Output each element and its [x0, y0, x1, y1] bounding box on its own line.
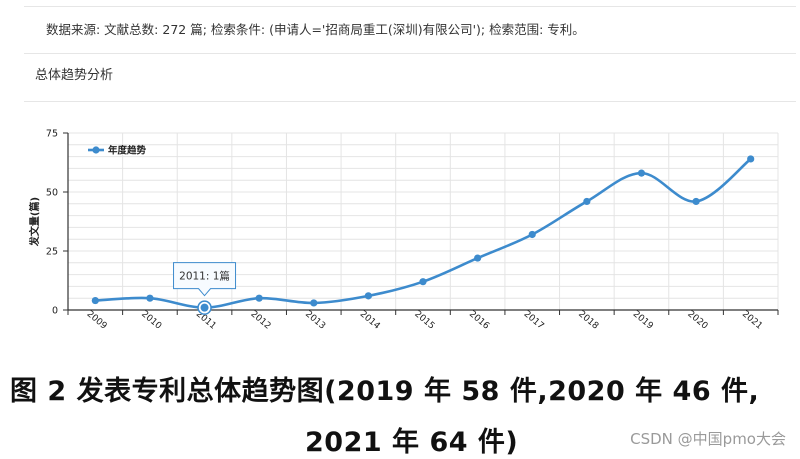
- legend-point-marker: [92, 146, 100, 154]
- data-point: [364, 292, 372, 300]
- x-tick-label: 2019: [631, 309, 655, 332]
- legend-label: 年度趋势: [108, 145, 147, 157]
- data-source-text: 数据来源: 文献总数: 272 篇; 检索条件: (申请人='招商局重工(深圳)…: [46, 22, 585, 37]
- section-title: 总体趋势分析: [24, 53, 796, 102]
- x-tick-label: 2014: [358, 309, 382, 332]
- data-point: [419, 278, 427, 286]
- x-tick-label: 2010: [139, 309, 163, 332]
- figure-caption-line-1: 图 2 发表专利总体趋势图(2019 年 58 件,2020 年 46 件,: [10, 376, 760, 407]
- data-point: [583, 197, 591, 206]
- y-axis-label: 发文量(篇): [28, 197, 41, 247]
- data-point: [146, 294, 154, 302]
- watermark: CSDN @中国pmo大会: [630, 430, 786, 448]
- x-tick-label: 2013: [303, 309, 327, 331]
- data-point: [91, 296, 99, 305]
- x-tick-label: 2015: [412, 309, 436, 331]
- y-tick-label: 75: [46, 129, 58, 140]
- data-point: [255, 294, 263, 302]
- x-tick-label: 2017: [522, 309, 546, 331]
- figure-caption-line-2: 2021 年 64 件): [305, 427, 519, 458]
- x-tick-label: 2016: [467, 309, 491, 332]
- y-tick-label: 25: [46, 247, 58, 258]
- tooltip-box: [173, 262, 237, 297]
- data-point: [310, 299, 318, 307]
- x-tick-label: 2020: [685, 309, 709, 332]
- x-tick-label: 2012: [248, 309, 272, 331]
- x-tick-label: 2018: [576, 309, 600, 332]
- data-point: [474, 254, 482, 262]
- data-point: [637, 169, 646, 177]
- data-point: [747, 155, 755, 163]
- tooltip-text: 2011: 1篇: [179, 270, 230, 283]
- data-point: [528, 230, 536, 239]
- y-tick-label: 0: [52, 306, 58, 317]
- analysis-panel: 数据来源: 文献总数: 272 篇; 检索条件: (申请人='招商局重工(深圳)…: [24, 0, 796, 338]
- x-tick-label: 2021: [740, 309, 764, 331]
- data-point: [692, 197, 700, 206]
- data-source-line: 数据来源: 文献总数: 272 篇; 检索条件: (申请人='招商局重工(深圳)…: [24, 6, 796, 54]
- x-tick-label: 2009: [85, 309, 109, 332]
- data-point: [200, 303, 209, 312]
- y-tick-label: 50: [46, 188, 58, 199]
- section-title-text: 总体趋势分析: [35, 68, 114, 83]
